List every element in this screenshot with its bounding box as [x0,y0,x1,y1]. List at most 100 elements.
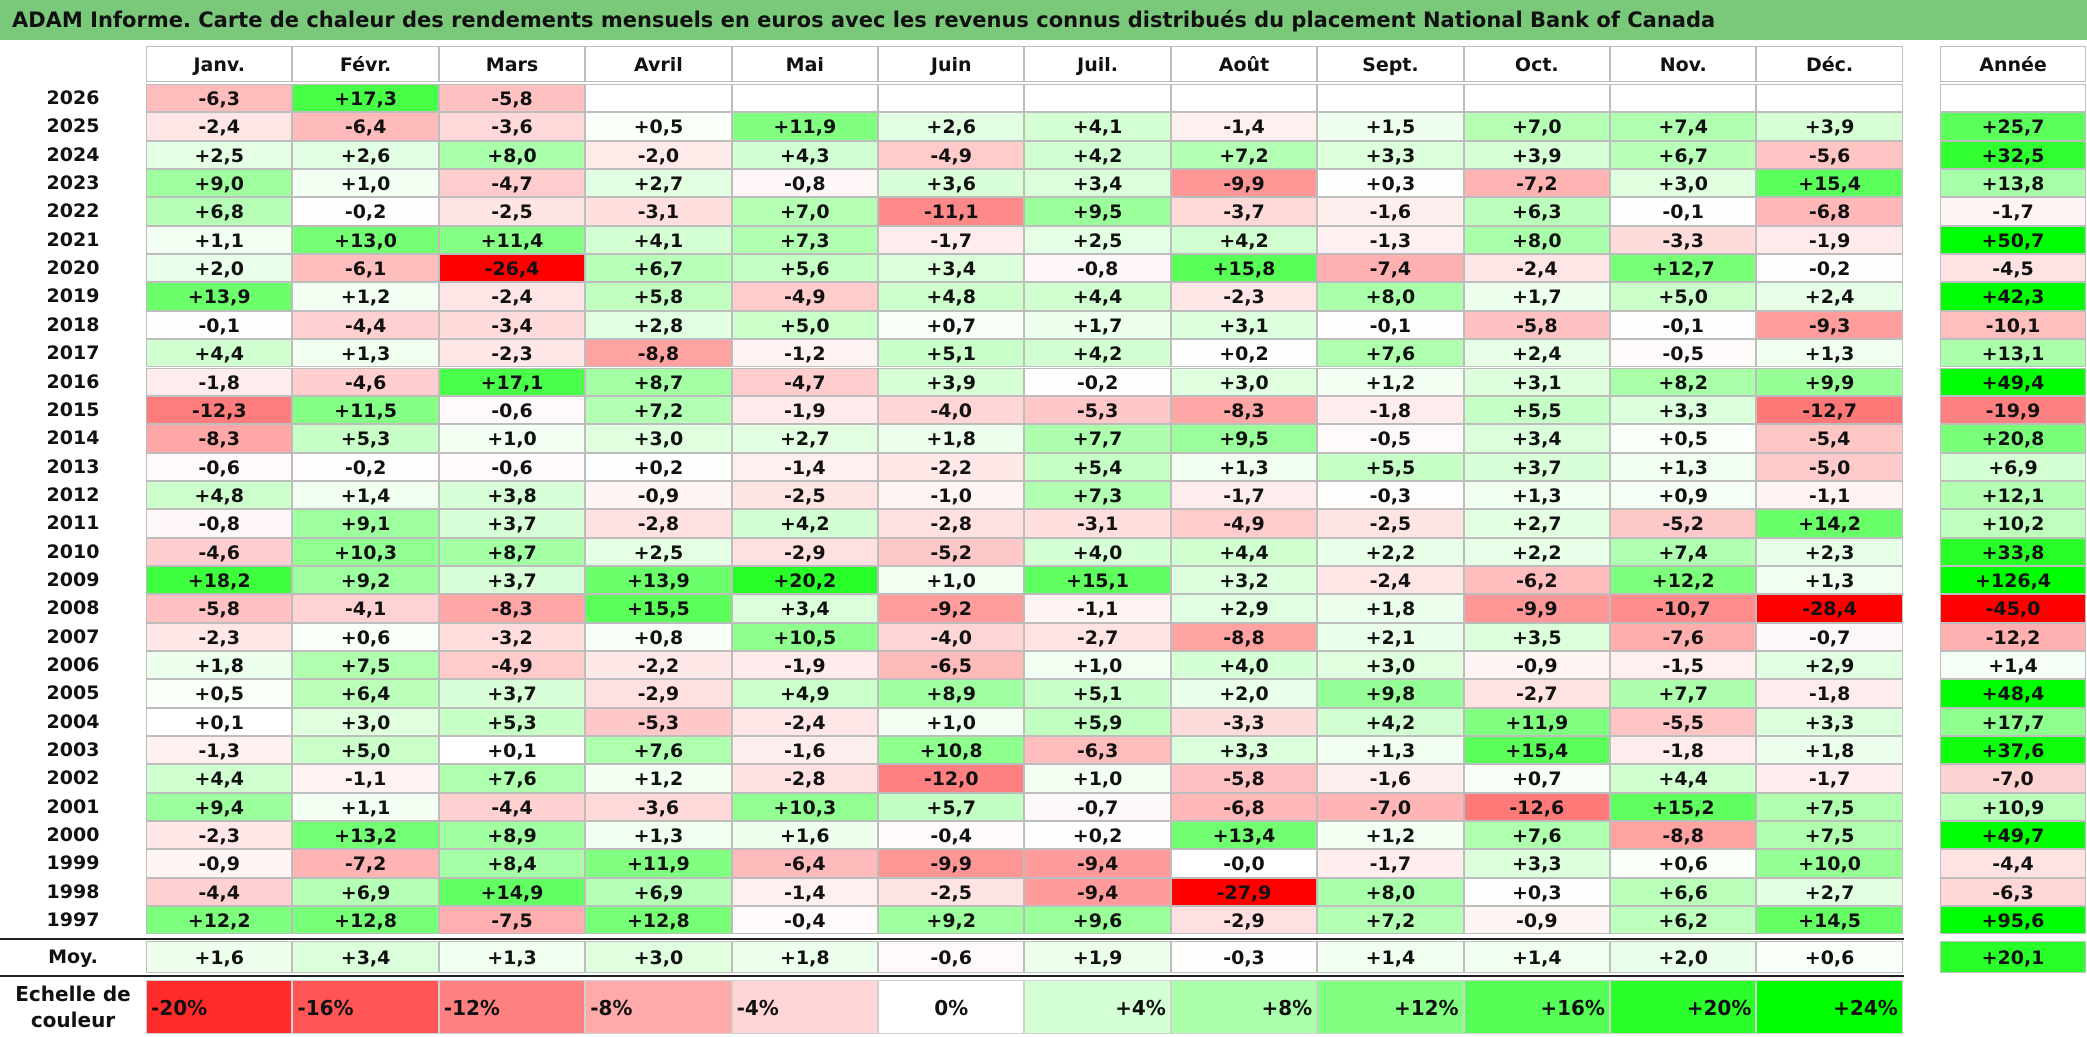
heatmap-cell: +7,4 [1610,537,1757,566]
average-cell: -0,3 [1170,940,1318,973]
scale-swatch: -12% [438,980,586,1034]
month-header: Avril [585,46,732,82]
heatmap-cell: +1,2 [292,282,439,311]
heatmap-cell: -4,0 [878,622,1025,651]
heatmap-cell: +7,5 [1756,792,1903,822]
heatmap-cell [878,84,1025,113]
heatmap-cell: +8,4 [438,849,586,878]
heatmap-cell: -0,9 [1463,651,1610,680]
heatmap-cell: +1,6 [731,821,878,850]
heatmap-cell: +2,9 [1170,594,1318,623]
heatmap-cell: +7,3 [731,225,878,255]
heatmap-cell: -3,3 [1170,707,1318,737]
heatmap-cell: +2,5 [1024,225,1171,255]
average-cell: +1,6 [146,940,293,973]
heatmap-cell: -1,6 [731,736,878,765]
annual-cell: -19,9 [1940,395,2086,425]
heatmap-cell: -0,1 [1610,197,1757,226]
annual-cell: +17,7 [1940,707,2086,737]
heatmap-cell: +0,5 [585,112,732,141]
heatmap-cell: -4,9 [878,140,1025,170]
heatmap-cell: -0,2 [1024,367,1171,396]
heatmap-cell: +2,7 [1756,877,1903,907]
heatmap-cell: -4,6 [292,367,439,396]
heatmap-cell: -1,4 [731,452,878,481]
heatmap-cell: +8,0 [1463,225,1610,255]
annual-cell: -4,4 [1940,849,2086,878]
heatmap-cell: +4,2 [1170,225,1318,255]
heatmap-cell: +7,4 [1610,112,1757,141]
heatmap-cell: +0,2 [1170,339,1318,368]
heatmap-cell: +3,8 [438,480,586,510]
heatmap-cell: +1,0 [292,169,439,198]
heatmap-cell: +2,7 [585,169,732,198]
annual-header: Année [1940,46,2086,82]
heatmap-cell: -2,8 [585,509,732,538]
heatmap-cell: +4,8 [146,480,293,510]
heatmap-cell: +3,0 [292,707,439,737]
heatmap-cell: -1,9 [1756,225,1903,255]
month-header: Nov. [1610,46,1757,82]
heatmap-cell: +7,7 [1610,679,1757,708]
heatmap-cell: -0,6 [438,452,586,481]
heatmap-cell: +1,8 [878,424,1025,453]
year-label: 2001 [0,792,146,822]
heatmap-cell: +9,4 [146,792,293,822]
heatmap-cell: +3,6 [878,169,1025,198]
heatmap-cell: -12,3 [146,395,293,425]
year-label: 2015 [0,395,146,425]
heatmap-cell: +9,5 [1024,197,1171,226]
heatmap-cell: -2,4 [731,707,878,737]
heatmap-cell: -5,4 [1756,424,1903,453]
year-label: 2008 [0,594,146,623]
scale-swatch: +16% [1463,980,1610,1034]
heatmap-cell: +9,0 [146,169,293,198]
heatmap-cell: -2,8 [878,509,1025,538]
heatmap-cell: -0,4 [731,906,878,935]
average-label: Moy. [0,940,146,973]
heatmap-cell: -28,4 [1756,594,1903,623]
heatmap-cell: -4,4 [146,877,293,907]
heatmap-cell: -2,5 [1317,509,1464,538]
heatmap-cell: +11,5 [292,395,439,425]
heatmap-cell: -1,0 [878,480,1025,510]
heatmap-cell: +12,7 [1610,254,1757,283]
heatmap-cell: +0,7 [878,310,1025,340]
heatmap-cell: -6,1 [292,254,439,283]
heatmap-cell: +15,5 [585,594,732,623]
heatmap-cell: -8,3 [438,594,586,623]
year-label: 2009 [0,565,146,595]
heatmap-cell: +5,3 [438,707,586,737]
annual-cell: +42,3 [1940,282,2086,311]
heatmap-cell: +5,7 [878,792,1025,822]
heatmap-cell: -3,6 [585,792,732,822]
heatmap-cell: +0,7 [1463,764,1610,793]
heatmap-cell: +6,6 [1610,877,1757,907]
heatmap-cell: -1,5 [1610,651,1757,680]
heatmap-cell: +1,0 [1024,651,1171,680]
heatmap-cell: +2,6 [878,112,1025,141]
heatmap-cell: -5,8 [1463,310,1610,340]
heatmap-cell: +4,1 [1024,112,1171,141]
heatmap-cell: -5,6 [1756,140,1903,170]
heatmap-cell: -3,1 [585,197,732,226]
annual-cell: +13,1 [1940,339,2086,368]
average-cell: +1,4 [1317,940,1464,973]
annual-average-cell: +20,1 [1940,940,2086,973]
heatmap-cell: -1,8 [1756,679,1903,708]
heatmap-cell: +13,4 [1170,821,1318,850]
heatmap-cell: +3,7 [438,509,586,538]
heatmap-cell: -8,8 [1610,821,1757,850]
year-label: 2023 [0,169,146,198]
heatmap-cell: -9,2 [878,594,1025,623]
heatmap-cell: +6,7 [1610,140,1757,170]
heatmap-cell: -6,3 [1024,736,1171,765]
heatmap-cell: +5,8 [585,282,732,311]
heatmap-cell: +8,9 [438,821,586,850]
scale-swatch: 0% [878,980,1025,1034]
scale-swatch: +20% [1610,980,1757,1034]
heatmap-cell: +1,2 [1317,367,1464,396]
heatmap-cell: -1,7 [1170,480,1318,510]
annual-cell: -6,3 [1940,877,2086,907]
heatmap-cell: +3,2 [1170,565,1318,595]
